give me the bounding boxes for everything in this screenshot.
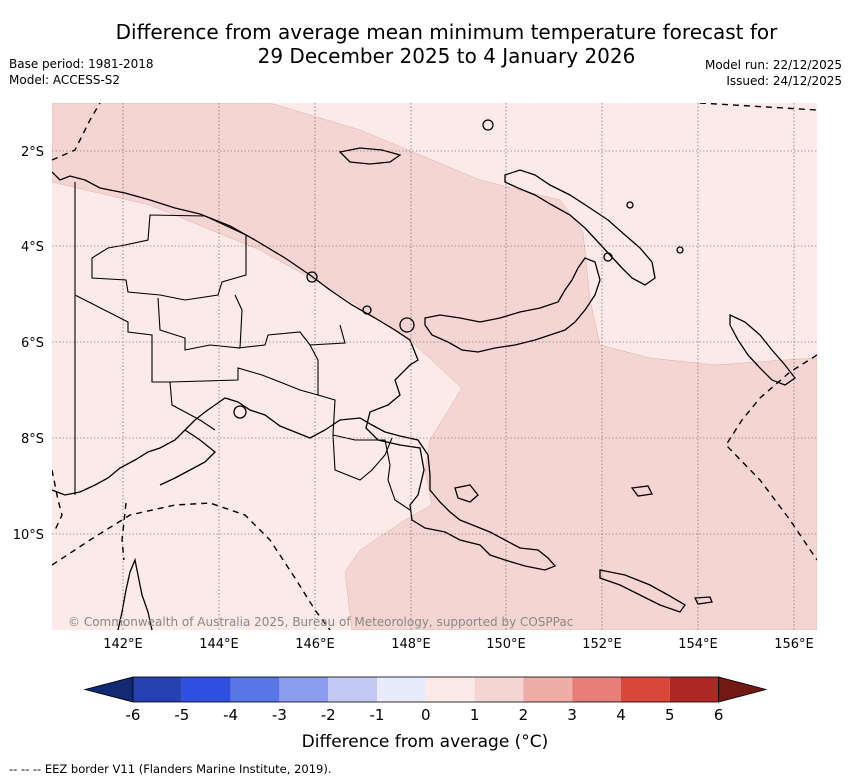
colorbar-swatch	[279, 677, 329, 702]
meta-right: Model run: 22/12/2025 Issued: 24/12/2025	[705, 57, 842, 89]
island	[306, 271, 318, 283]
colorbar: -6 -5 -4 -3 -2 -1 0 1 2 3 4 5 6	[83, 676, 768, 724]
new-britain-coast	[424, 257, 601, 353]
colorbar-tick-label: -1	[370, 706, 385, 724]
longitude-label: 146°E	[295, 637, 335, 652]
eez-border	[52, 469, 63, 531]
province-border	[169, 381, 216, 431]
title-line-2: 29 December 2025 to 4 January 2026	[257, 44, 636, 68]
meta-left: Base period: 1981-2018 Model: ACCESS-S2	[9, 56, 154, 88]
eez-legend-note: -- -- -- EEZ border V11 (Flanders Marine…	[9, 762, 332, 776]
colorbar-swatch	[621, 677, 670, 702]
new-guinea-coast	[52, 171, 557, 571]
base-period: Base period: 1981-2018	[9, 57, 154, 71]
anomaly-field-1-2-north	[52, 103, 817, 630]
colorbar-swatch	[328, 677, 377, 702]
colorbar-tick-label: 0	[421, 706, 431, 724]
louisiade-coast	[599, 569, 686, 613]
longitude-labels: 142°E 144°E 146°E 148°E 150°E 152°E 154°E 156°E	[103, 637, 814, 652]
fly-river-coast	[159, 429, 216, 486]
manus-coast	[338, 147, 402, 165]
colorbar-tick-label: -3	[272, 706, 287, 724]
cape-york-coast	[117, 557, 153, 630]
island	[233, 405, 247, 419]
colorbar-swatch	[230, 677, 280, 702]
map-title: Difference from average mean minimum tem…	[0, 20, 850, 68]
colorbar-tick-label: 6	[714, 706, 724, 724]
colorbar-swatch	[133, 677, 182, 702]
eez-border	[52, 103, 101, 161]
colorbar-swatch	[523, 677, 573, 702]
colorbar-frame	[132, 676, 719, 703]
eez-border	[725, 354, 817, 561]
copyright-text: © Commonwealth of Australia 2025, Bureau…	[68, 615, 573, 629]
dentrecasteaux-coast	[454, 484, 479, 503]
colorbar-title: Difference from average (°C)	[301, 732, 549, 752]
map-area: © Commonwealth of Australia 2025, Bureau…	[52, 103, 817, 630]
colorbar-arrow-high	[718, 676, 768, 703]
issued-date: Issued: 24/12/2025	[726, 74, 842, 88]
colorbar-tick-label: -5	[174, 706, 189, 724]
eez-borders	[52, 103, 817, 630]
island	[362, 305, 372, 315]
colorbar-tick-label: 3	[567, 706, 577, 724]
island	[676, 246, 684, 254]
longitude-label: 154°E	[678, 637, 718, 652]
island	[603, 252, 613, 262]
coastlines	[52, 119, 796, 630]
new-ireland-coast	[504, 169, 656, 286]
longitude-label: 152°E	[582, 637, 622, 652]
colorbar-tick-label: 1	[470, 706, 480, 724]
colorbar-swatch	[572, 677, 621, 702]
colorbar-tick-label: 2	[519, 706, 529, 724]
title-line-1: Difference from average mean minimum tem…	[115, 20, 778, 44]
colorbar-tick-label: 4	[616, 706, 626, 724]
model-name: Model: ACCESS-S2	[9, 73, 121, 87]
colorbar-swatch	[377, 677, 426, 702]
latitude-labels: 2°S 4°S 6°S 8°S 10°S	[13, 145, 44, 543]
colorbar-tick-label: -4	[223, 706, 238, 724]
longitude-label: 150°E	[486, 637, 526, 652]
latitude-label: 10°S	[13, 528, 44, 543]
longitude-label: 144°E	[199, 637, 239, 652]
colorbar-tick-label: -2	[321, 706, 336, 724]
latitude-label: 8°S	[21, 432, 44, 447]
woodlark-coast	[630, 485, 653, 497]
eez-border	[699, 103, 817, 111]
island	[399, 317, 415, 333]
bougainville-coast	[729, 313, 796, 386]
province-border	[317, 394, 393, 481]
colorbar-swatch	[669, 677, 719, 702]
colorbar-tick-label: 5	[665, 706, 675, 724]
island	[482, 119, 494, 131]
latitude-label: 6°S	[21, 336, 44, 351]
province-border	[74, 294, 346, 396]
rossel-coast	[693, 596, 713, 605]
model-run: Model run: 22/12/2025	[704, 58, 842, 72]
colorbar-swatch	[425, 677, 475, 702]
province-border	[91, 214, 247, 301]
eez-border	[52, 502, 331, 630]
colorbar-swatch	[181, 677, 231, 702]
colorbar-tick-label: -6	[126, 706, 141, 724]
island	[626, 201, 634, 209]
latitude-label: 4°S	[21, 240, 44, 255]
province-border	[157, 294, 243, 351]
province-border	[237, 331, 311, 349]
colorbar-arrow-low	[83, 676, 134, 703]
latitude-label: 2°S	[21, 145, 44, 160]
graticule	[52, 103, 817, 630]
longitude-label: 148°E	[391, 637, 431, 652]
longitude-label: 156°E	[774, 637, 814, 652]
province-border	[332, 434, 411, 511]
province-borders	[74, 182, 411, 511]
colorbar-swatch	[474, 677, 524, 702]
eez-border	[121, 502, 127, 561]
longitude-label: 142°E	[103, 637, 143, 652]
